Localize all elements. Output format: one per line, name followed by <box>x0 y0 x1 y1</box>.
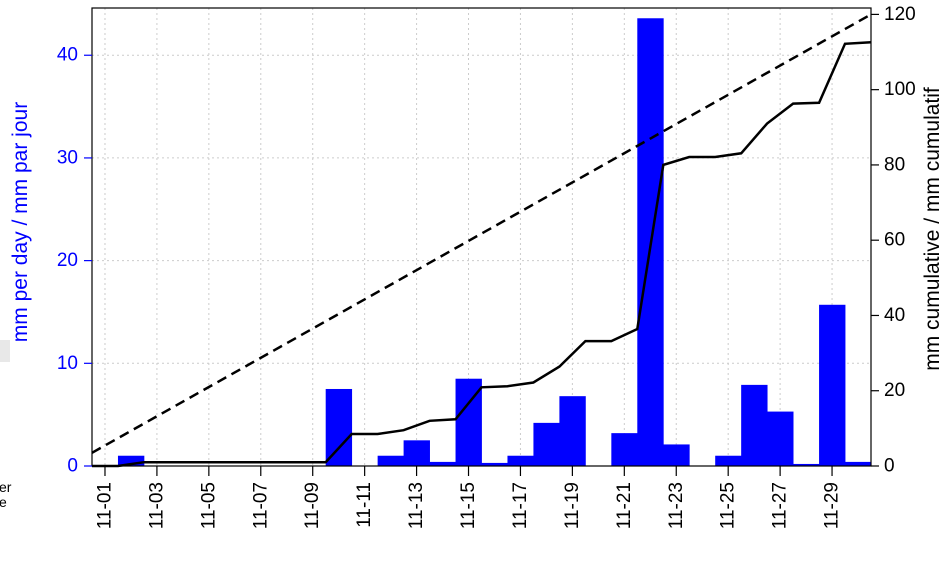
x-axis: 11-01 11-03 11-05 11-07 11-09 11-11 11-13 11-15… <box>94 466 843 529</box>
right-y-tick-label: 80 <box>884 154 905 175</box>
x-tick-label: 11-27 <box>770 482 791 529</box>
precip-bar-11-02 <box>117 455 145 466</box>
left-y-axis: 0 10 20 30 40 <box>57 45 92 477</box>
left-y-tick-label: 40 <box>57 45 78 66</box>
x-tick-label: 11-09 <box>302 482 323 529</box>
legend-fragment-1: er <box>0 479 12 495</box>
precip-bar-11-23 <box>663 444 690 466</box>
x-tick-label: 11-11 <box>354 482 375 528</box>
precip-bar-11-21 <box>611 433 638 466</box>
right-y-tick-label: 20 <box>884 380 905 401</box>
x-tick-label: 11-23 <box>666 482 687 529</box>
left-y-tick-label: 20 <box>57 250 78 271</box>
x-tick-label: 11-13 <box>406 482 427 529</box>
right-y-tick-label: 100 <box>884 79 916 100</box>
x-tick-label: 11-19 <box>562 482 583 529</box>
x-tick-label: 11-29 <box>822 482 843 529</box>
right-y-tick-label: 60 <box>884 230 905 251</box>
x-tick-label: 11-01 <box>94 482 115 529</box>
precip-bar-11-16 <box>481 462 508 466</box>
precip-bar-11-18 <box>533 422 560 466</box>
precip-bar-11-13 <box>403 440 430 466</box>
x-tick-label: 11-25 <box>718 482 739 529</box>
right-y-axis: 0 20 40 60 80 100 120 <box>871 4 916 477</box>
precip-bar-11-12 <box>377 455 404 466</box>
cumulative-precipitation-line <box>92 40 872 468</box>
precip-bar-11-28 <box>793 463 820 466</box>
precip-bar-11-14 <box>429 461 456 466</box>
left-y-tick-label: 10 <box>57 353 78 374</box>
right-y-axis-label: mm cumulative / mm cumulatif <box>921 87 944 371</box>
legend-fragment-2: e <box>0 494 7 510</box>
precip-bar-11-19 <box>559 396 586 466</box>
precip-bar-11-26 <box>741 384 768 466</box>
precip-bar-11-27 <box>767 411 794 466</box>
x-tick-label: 11-21 <box>614 482 635 529</box>
precip-bar-11-30 <box>845 461 872 466</box>
precip-bar-11-25 <box>715 455 742 466</box>
left-y-tick-label: 30 <box>57 147 78 168</box>
daily-precipitation-bars <box>117 18 872 467</box>
x-tick-label: 11-17 <box>510 482 531 529</box>
right-y-tick-label: 0 <box>884 456 895 477</box>
x-tick-label: 11-15 <box>458 482 479 529</box>
legend-clipped-box <box>0 340 10 362</box>
precip-bar-11-17 <box>507 455 534 466</box>
left-y-tick-label: 0 <box>67 456 78 477</box>
precip-bar-11-10 <box>325 388 353 466</box>
x-tick-label: 11-03 <box>146 482 167 529</box>
x-tick-label: 11-07 <box>250 482 271 529</box>
x-tick-label: 11-05 <box>198 482 219 529</box>
plot-frame <box>91 7 872 467</box>
left-y-axis-label: mm per day / mm par jour <box>9 102 32 342</box>
normal-cumulative-line <box>91 13 872 454</box>
right-y-tick-label: 120 <box>884 4 916 25</box>
precip-bar-11-29 <box>819 304 846 466</box>
right-y-tick-label: 40 <box>884 305 905 326</box>
